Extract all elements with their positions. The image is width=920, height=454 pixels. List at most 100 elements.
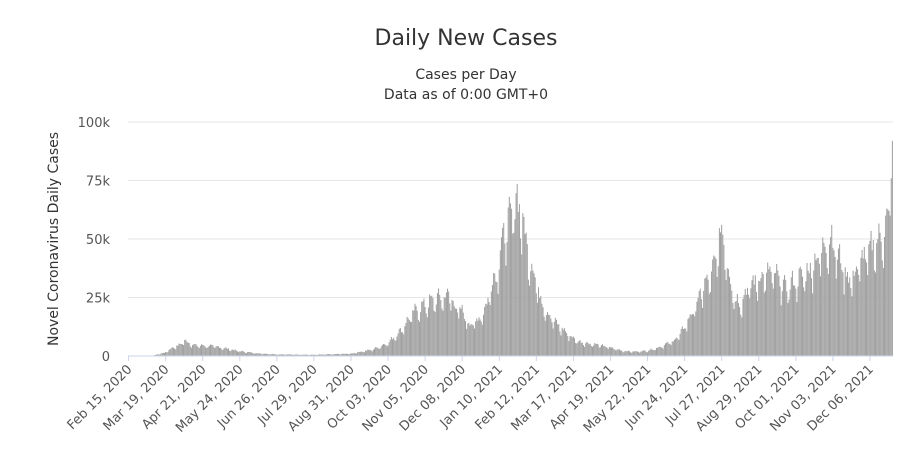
bar <box>884 237 886 356</box>
bar <box>385 345 387 356</box>
bar <box>711 271 713 356</box>
bar <box>409 321 411 356</box>
bar <box>548 314 550 356</box>
bar <box>588 344 590 356</box>
y-tick-label: 0 <box>102 350 110 365</box>
bar <box>577 342 579 356</box>
bar <box>289 354 291 356</box>
bar <box>449 303 451 356</box>
bar <box>161 353 163 356</box>
bar <box>550 318 552 356</box>
bar <box>582 345 584 356</box>
bar <box>728 276 731 356</box>
bar <box>250 352 252 356</box>
bar <box>809 262 811 356</box>
bar <box>636 351 638 356</box>
bar <box>626 351 628 356</box>
bar <box>723 244 725 356</box>
bar <box>309 354 312 356</box>
bar <box>869 240 871 356</box>
bar <box>290 354 292 356</box>
bar <box>887 209 889 356</box>
bar <box>498 269 500 356</box>
bar <box>688 317 690 356</box>
bar <box>625 351 627 356</box>
bar <box>593 345 595 356</box>
bar <box>253 353 255 356</box>
bar <box>299 354 301 356</box>
bar <box>379 348 381 356</box>
bar <box>444 297 446 356</box>
bar <box>169 349 171 356</box>
bar <box>406 316 408 356</box>
bar <box>759 281 761 356</box>
bar <box>174 348 176 356</box>
bar <box>181 344 183 356</box>
bar <box>539 298 541 356</box>
bar <box>530 271 532 356</box>
bar <box>433 310 435 356</box>
bar <box>705 277 707 356</box>
bar <box>613 348 615 356</box>
bar <box>468 322 470 356</box>
bar <box>857 269 859 356</box>
bar <box>526 244 528 356</box>
bar <box>706 274 708 356</box>
bar <box>277 354 279 356</box>
bar <box>750 288 752 356</box>
bar <box>276 354 278 356</box>
bar <box>292 354 294 356</box>
bar <box>654 350 656 356</box>
bar <box>339 354 341 356</box>
bar <box>473 328 476 356</box>
bar <box>192 345 194 356</box>
bar <box>369 350 371 356</box>
bar <box>218 347 221 356</box>
bar <box>225 347 227 356</box>
bar <box>823 242 825 356</box>
bar <box>175 349 177 356</box>
bar <box>848 282 850 356</box>
bar <box>447 288 449 356</box>
bar <box>872 239 874 356</box>
bar <box>347 353 349 356</box>
bar <box>172 347 174 356</box>
bar <box>220 347 222 356</box>
bar <box>450 310 452 356</box>
bar <box>751 280 753 356</box>
bar <box>215 346 217 356</box>
bar <box>638 351 640 356</box>
chart-subtitle-line1: Cases per Day <box>415 67 516 83</box>
bar <box>393 337 395 356</box>
bar <box>589 343 591 356</box>
bar <box>742 298 744 356</box>
bar <box>754 275 756 356</box>
y-tick-label: 75k <box>86 175 111 190</box>
bar <box>822 237 824 356</box>
bar <box>497 293 499 356</box>
bar <box>193 344 195 356</box>
bar <box>776 263 778 356</box>
bar <box>171 347 173 356</box>
bar <box>214 348 216 356</box>
bar <box>863 247 865 356</box>
bar <box>357 352 359 356</box>
bar <box>223 348 225 356</box>
bar <box>489 304 491 356</box>
bar <box>873 270 875 356</box>
bar <box>160 353 162 356</box>
bar <box>262 353 264 356</box>
bar <box>326 354 328 356</box>
bar <box>312 354 314 356</box>
bar <box>734 301 736 356</box>
bar <box>597 344 599 356</box>
bar <box>581 342 583 356</box>
bar <box>749 298 751 356</box>
bar <box>703 290 705 356</box>
bar <box>655 347 657 356</box>
bar <box>189 346 191 356</box>
bar <box>855 266 857 356</box>
bar <box>386 346 388 356</box>
bar <box>662 348 664 356</box>
y-axis-ticks: 0 25k 50k 75k 100k <box>78 116 111 365</box>
